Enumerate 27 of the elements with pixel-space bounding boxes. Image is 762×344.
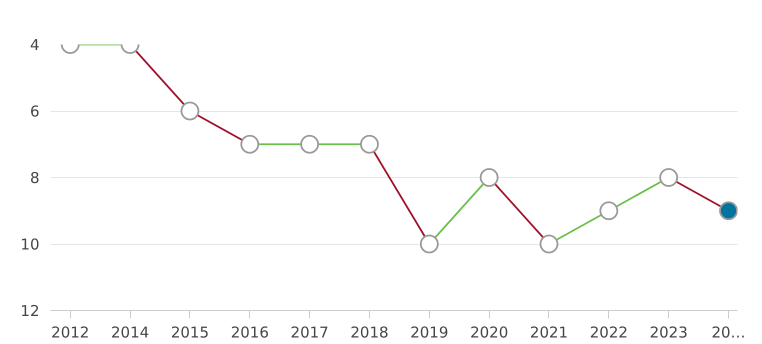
x-tick-label: 2017 (290, 324, 329, 342)
point (480, 168, 499, 187)
y-tick-label: 8 (30, 169, 40, 187)
point (599, 201, 618, 220)
x-tick-label: 2022 (590, 324, 628, 342)
point (540, 234, 558, 254)
x-tick-label: 2014 (111, 324, 150, 342)
y-tick-label: 12 (20, 302, 40, 320)
x-tick-label: 2015 (170, 324, 210, 342)
point (719, 201, 738, 220)
x-tick-label: 2016 (230, 324, 269, 342)
x-tick-label: 2023 (650, 324, 688, 342)
x-tick-label: 20… (711, 324, 746, 342)
x-tick-label: 2019 (410, 324, 448, 342)
point (180, 102, 200, 120)
point (300, 134, 320, 154)
x-tick-label: 2012 (51, 324, 90, 342)
point (659, 168, 678, 187)
y-tick-label: 6 (30, 102, 40, 120)
point (360, 134, 379, 154)
point (240, 134, 260, 154)
x-tick-label: 2021 (530, 324, 568, 342)
y-tick-label: 10 (20, 236, 40, 254)
x-tick-label: 2020 (470, 324, 508, 342)
y-tick-label: 4 (30, 36, 40, 54)
x-tick-label: 2018 (350, 324, 389, 342)
point (420, 234, 439, 254)
